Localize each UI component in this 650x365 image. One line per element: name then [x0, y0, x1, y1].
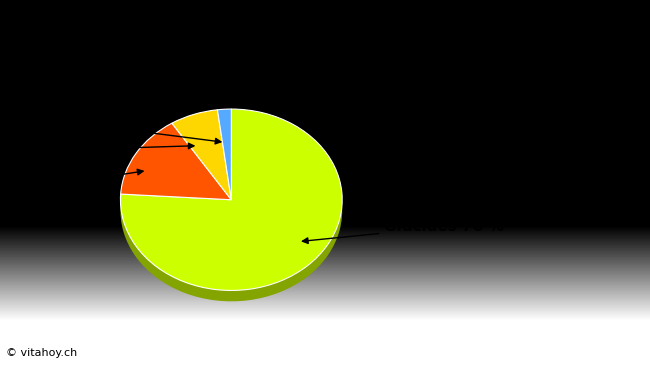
Text: Fibres 2 %: Fibres 2 % — [47, 118, 221, 144]
Text: © vitahoy.ch: © vitahoy.ch — [6, 348, 78, 358]
Text: Protéines 15 %: Protéines 15 % — [0, 169, 143, 198]
Wedge shape — [218, 120, 231, 211]
Text: Lipides 7 %: Lipides 7 % — [12, 142, 194, 157]
Wedge shape — [172, 121, 231, 211]
Wedge shape — [218, 109, 231, 200]
Wedge shape — [121, 134, 231, 211]
Wedge shape — [120, 120, 342, 301]
Text: Distribution de calories: M-Premium Eierknöpfle (Migros): Distribution de calories: M-Premium Eier… — [35, 11, 614, 30]
Wedge shape — [120, 109, 342, 291]
Wedge shape — [121, 123, 231, 200]
Wedge shape — [172, 110, 231, 200]
Text: Glucides 76 %: Glucides 76 % — [302, 219, 504, 243]
